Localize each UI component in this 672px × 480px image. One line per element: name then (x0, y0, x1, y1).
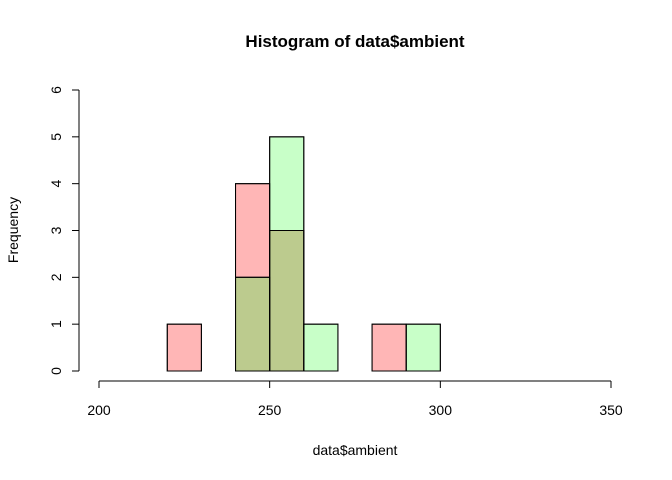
histogram-bar-series1-280 (371, 323, 407, 372)
histogram-bar-outline-2-250 (269, 136, 305, 372)
histogram-bar-series1-220 (166, 323, 202, 372)
y-tick-label: 4 (48, 180, 64, 188)
histogram-overlap-250 (269, 230, 305, 372)
y-tick-label: 0 (48, 367, 64, 375)
histogram-bar-series2-260 (303, 323, 339, 372)
histogram-overlap-240 (235, 276, 271, 372)
histogram-bar-outline-2-290 (405, 323, 441, 372)
y-tick-label: 3 (48, 226, 64, 234)
histogram-bar-series2-290 (405, 323, 441, 372)
chart-title: Histogram of data$ambient (245, 32, 464, 51)
x-axis: 200 250 300 350 (87, 380, 623, 418)
bars-group (166, 136, 441, 372)
y-tick-label: 5 (48, 133, 64, 141)
y-axis: 0 1 2 3 4 5 6 (48, 86, 80, 375)
x-tick-label: 200 (87, 402, 111, 418)
x-tick-label: 250 (258, 402, 282, 418)
y-tick-label: 2 (48, 273, 64, 281)
y-tick-label: 1 (48, 320, 64, 328)
histogram-bar-outline-1-220 (166, 323, 202, 372)
histogram-bar-outline-2-260 (303, 323, 339, 372)
x-tick-label: 300 (429, 402, 453, 418)
y-axis-label: Frequency (5, 197, 21, 263)
x-tick-label: 350 (599, 402, 623, 418)
y-tick-label: 6 (48, 86, 64, 94)
x-axis-label: data$ambient (313, 442, 398, 458)
